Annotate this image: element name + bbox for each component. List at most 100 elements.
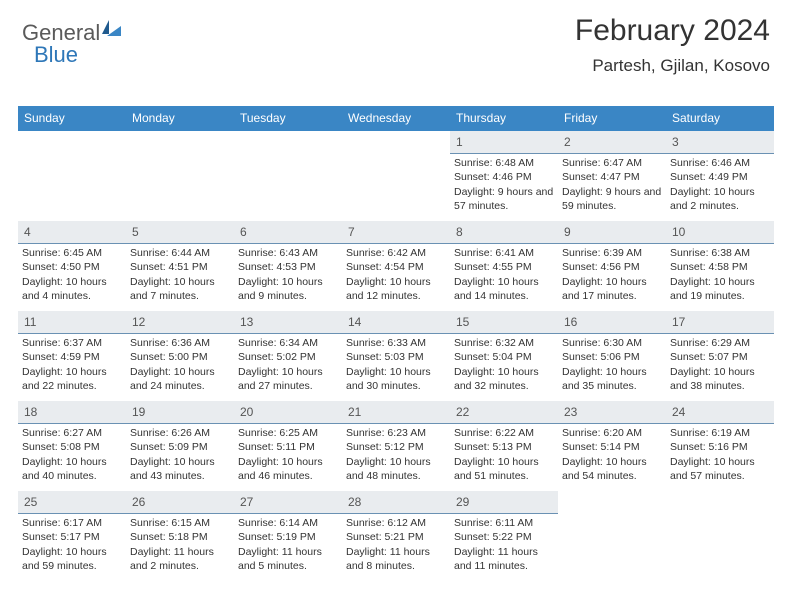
sunrise-line: Sunrise: 6:19 AM <box>670 426 770 440</box>
sunset-line: Sunset: 5:00 PM <box>130 350 230 364</box>
calendar-body: ....1Sunrise: 6:48 AMSunset: 4:46 PMDayl… <box>18 131 774 581</box>
day-detail: Sunrise: 6:36 AMSunset: 5:00 PMDaylight:… <box>126 334 234 395</box>
daylight-line: Daylight: 9 hours and 57 minutes. <box>454 185 554 213</box>
sunset-line: Sunset: 5:02 PM <box>238 350 338 364</box>
calendar-day-cell: 4Sunrise: 6:45 AMSunset: 4:50 PMDaylight… <box>18 221 126 311</box>
day-detail: Sunrise: 6:23 AMSunset: 5:12 PMDaylight:… <box>342 424 450 485</box>
sunrise-line: Sunrise: 6:12 AM <box>346 516 446 530</box>
sunset-line: Sunset: 4:56 PM <box>562 260 662 274</box>
sunrise-line: Sunrise: 6:34 AM <box>238 336 338 350</box>
sunrise-line: Sunrise: 6:45 AM <box>22 246 122 260</box>
logo-triangle2-icon <box>107 26 121 36</box>
day-detail: Sunrise: 6:30 AMSunset: 5:06 PMDaylight:… <box>558 334 666 395</box>
day-number: 7 <box>342 221 450 244</box>
day-number: 3 <box>666 131 774 154</box>
sunrise-line: Sunrise: 6:38 AM <box>670 246 770 260</box>
day-number: 2 <box>558 131 666 154</box>
day-detail: Sunrise: 6:45 AMSunset: 4:50 PMDaylight:… <box>18 244 126 305</box>
sunset-line: Sunset: 4:59 PM <box>22 350 122 364</box>
sunset-line: Sunset: 5:07 PM <box>670 350 770 364</box>
sunset-line: Sunset: 5:14 PM <box>562 440 662 454</box>
calendar-day-cell: 9Sunrise: 6:39 AMSunset: 4:56 PMDaylight… <box>558 221 666 311</box>
sunset-line: Sunset: 5:03 PM <box>346 350 446 364</box>
day-detail: Sunrise: 6:26 AMSunset: 5:09 PMDaylight:… <box>126 424 234 485</box>
sunrise-line: Sunrise: 6:43 AM <box>238 246 338 260</box>
daylight-line: Daylight: 10 hours and 27 minutes. <box>238 365 338 393</box>
sunrise-line: Sunrise: 6:37 AM <box>22 336 122 350</box>
day-detail: Sunrise: 6:42 AMSunset: 4:54 PMDaylight:… <box>342 244 450 305</box>
calendar-day-cell: 15Sunrise: 6:32 AMSunset: 5:04 PMDayligh… <box>450 311 558 401</box>
day-detail: Sunrise: 6:38 AMSunset: 4:58 PMDaylight:… <box>666 244 774 305</box>
sunrise-line: Sunrise: 6:22 AM <box>454 426 554 440</box>
daylight-line: Daylight: 10 hours and 46 minutes. <box>238 455 338 483</box>
day-detail: Sunrise: 6:47 AMSunset: 4:47 PMDaylight:… <box>558 154 666 215</box>
dow-thursday: Thursday <box>450 106 558 131</box>
dow-sunday: Sunday <box>18 106 126 131</box>
daylight-line: Daylight: 10 hours and 59 minutes. <box>22 545 122 573</box>
daylight-line: Daylight: 11 hours and 11 minutes. <box>454 545 554 573</box>
sunset-line: Sunset: 4:50 PM <box>22 260 122 274</box>
daylight-line: Daylight: 10 hours and 40 minutes. <box>22 455 122 483</box>
day-number: 9 <box>558 221 666 244</box>
calendar-day-cell: . <box>18 131 126 221</box>
daylight-line: Daylight: 10 hours and 12 minutes. <box>346 275 446 303</box>
day-number: 10 <box>666 221 774 244</box>
daylight-line: Daylight: 10 hours and 17 minutes. <box>562 275 662 303</box>
day-detail: Sunrise: 6:15 AMSunset: 5:18 PMDaylight:… <box>126 514 234 575</box>
day-detail: Sunrise: 6:19 AMSunset: 5:16 PMDaylight:… <box>666 424 774 485</box>
sunrise-line: Sunrise: 6:36 AM <box>130 336 230 350</box>
sunset-line: Sunset: 5:09 PM <box>130 440 230 454</box>
day-number: 1 <box>450 131 558 154</box>
day-detail: Sunrise: 6:32 AMSunset: 5:04 PMDaylight:… <box>450 334 558 395</box>
sunset-line: Sunset: 5:12 PM <box>346 440 446 454</box>
calendar-day-cell <box>666 491 774 581</box>
day-number: 27 <box>234 491 342 514</box>
daylight-line: Daylight: 10 hours and 19 minutes. <box>670 275 770 303</box>
calendar-day-cell <box>558 491 666 581</box>
calendar-day-cell: 27Sunrise: 6:14 AMSunset: 5:19 PMDayligh… <box>234 491 342 581</box>
day-number: 15 <box>450 311 558 334</box>
day-number: 22 <box>450 401 558 424</box>
calendar-day-cell: 16Sunrise: 6:30 AMSunset: 5:06 PMDayligh… <box>558 311 666 401</box>
day-detail: Sunrise: 6:27 AMSunset: 5:08 PMDaylight:… <box>18 424 126 485</box>
sunrise-line: Sunrise: 6:42 AM <box>346 246 446 260</box>
sunset-line: Sunset: 5:08 PM <box>22 440 122 454</box>
calendar-day-cell: 29Sunrise: 6:11 AMSunset: 5:22 PMDayligh… <box>450 491 558 581</box>
calendar-day-cell: 3Sunrise: 6:46 AMSunset: 4:49 PMDaylight… <box>666 131 774 221</box>
day-detail: Sunrise: 6:48 AMSunset: 4:46 PMDaylight:… <box>450 154 558 215</box>
calendar-day-cell: 22Sunrise: 6:22 AMSunset: 5:13 PMDayligh… <box>450 401 558 491</box>
calendar-day-cell: 25Sunrise: 6:17 AMSunset: 5:17 PMDayligh… <box>18 491 126 581</box>
daylight-line: Daylight: 10 hours and 24 minutes. <box>130 365 230 393</box>
day-number: 28 <box>342 491 450 514</box>
daylight-line: Daylight: 10 hours and 54 minutes. <box>562 455 662 483</box>
day-detail: Sunrise: 6:43 AMSunset: 4:53 PMDaylight:… <box>234 244 342 305</box>
daylight-line: Daylight: 11 hours and 5 minutes. <box>238 545 338 573</box>
sunrise-line: Sunrise: 6:32 AM <box>454 336 554 350</box>
calendar-day-cell: 24Sunrise: 6:19 AMSunset: 5:16 PMDayligh… <box>666 401 774 491</box>
sunrise-line: Sunrise: 6:15 AM <box>130 516 230 530</box>
calendar-header-row: Sunday Monday Tuesday Wednesday Thursday… <box>18 106 774 131</box>
sunset-line: Sunset: 5:06 PM <box>562 350 662 364</box>
calendar-week-row: 4Sunrise: 6:45 AMSunset: 4:50 PMDaylight… <box>18 221 774 311</box>
dow-monday: Monday <box>126 106 234 131</box>
sunrise-line: Sunrise: 6:48 AM <box>454 156 554 170</box>
calendar-day-cell: 13Sunrise: 6:34 AMSunset: 5:02 PMDayligh… <box>234 311 342 401</box>
location-subtitle: Partesh, Gjilan, Kosovo <box>575 56 770 76</box>
day-detail: Sunrise: 6:44 AMSunset: 4:51 PMDaylight:… <box>126 244 234 305</box>
day-number: 24 <box>666 401 774 424</box>
calendar-day-cell: 20Sunrise: 6:25 AMSunset: 5:11 PMDayligh… <box>234 401 342 491</box>
day-detail: Sunrise: 6:22 AMSunset: 5:13 PMDaylight:… <box>450 424 558 485</box>
sunrise-line: Sunrise: 6:25 AM <box>238 426 338 440</box>
calendar-day-cell: 6Sunrise: 6:43 AMSunset: 4:53 PMDaylight… <box>234 221 342 311</box>
day-number: 11 <box>18 311 126 334</box>
sunrise-line: Sunrise: 6:11 AM <box>454 516 554 530</box>
calendar-table: Sunday Monday Tuesday Wednesday Thursday… <box>18 106 774 581</box>
calendar-day-cell: . <box>342 131 450 221</box>
sunset-line: Sunset: 5:16 PM <box>670 440 770 454</box>
sunset-line: Sunset: 5:13 PM <box>454 440 554 454</box>
sunset-line: Sunset: 4:58 PM <box>670 260 770 274</box>
sunrise-line: Sunrise: 6:26 AM <box>130 426 230 440</box>
sunrise-line: Sunrise: 6:41 AM <box>454 246 554 260</box>
calendar-day-cell: . <box>126 131 234 221</box>
day-detail: Sunrise: 6:34 AMSunset: 5:02 PMDaylight:… <box>234 334 342 395</box>
